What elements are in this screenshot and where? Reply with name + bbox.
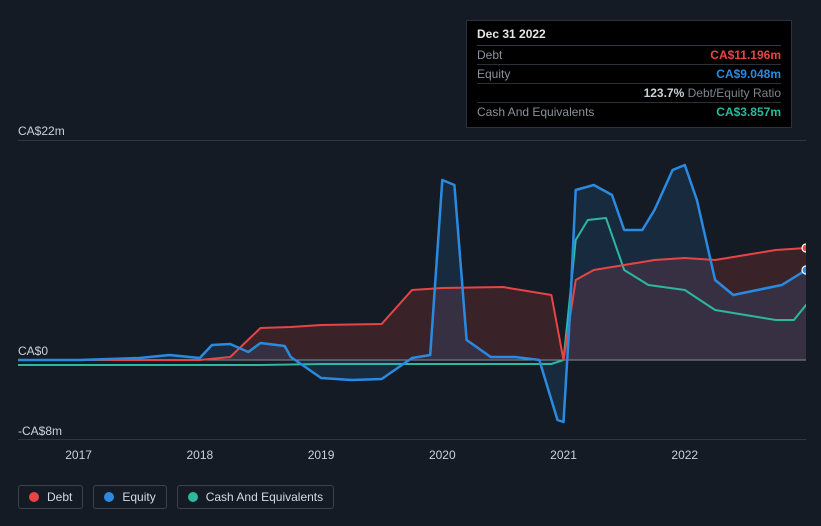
chart-legend: Debt Equity Cash And Equivalents <box>18 485 334 509</box>
tooltip-row-label: Cash And Equivalents <box>477 105 594 119</box>
legend-item-debt[interactable]: Debt <box>18 485 83 509</box>
tooltip-row-value: CA$3.857m <box>716 105 781 119</box>
tooltip-row: Debt CA$11.196m <box>477 46 781 65</box>
legend-swatch <box>104 492 114 502</box>
tooltip-row-value: CA$9.048m <box>716 67 781 81</box>
legend-label: Cash And Equivalents <box>206 490 323 504</box>
tooltip-row: 123.7% Debt/Equity Ratio <box>477 84 781 103</box>
x-tick-label: 2022 <box>671 448 698 462</box>
x-tick-label: 2021 <box>550 448 577 462</box>
tooltip-title: Dec 31 2022 <box>477 27 781 46</box>
x-tick-label: 2018 <box>186 448 213 462</box>
y-tick-label: CA$22m <box>18 124 65 138</box>
x-tick-label: 2020 <box>429 448 456 462</box>
legend-item-equity[interactable]: Equity <box>93 485 166 509</box>
tooltip-row-label: Debt <box>477 48 502 62</box>
tooltip-row-label: Equity <box>477 67 510 81</box>
legend-swatch <box>29 492 39 502</box>
chart-tooltip: Dec 31 2022 Debt CA$11.196m Equity CA$9.048… <box>466 20 792 128</box>
chart-plot[interactable] <box>18 140 806 440</box>
legend-item-cash-and-equivalents[interactable]: Cash And Equivalents <box>177 485 334 509</box>
legend-label: Debt <box>47 490 72 504</box>
x-tick-label: 2019 <box>308 448 335 462</box>
x-tick-label: 2017 <box>65 448 92 462</box>
legend-label: Equity <box>122 490 155 504</box>
tooltip-row-value: 123.7% Debt/Equity Ratio <box>644 86 781 100</box>
legend-swatch <box>188 492 198 502</box>
financials-chart: CA$22m CA$0 -CA$8m 201720182019202020212… <box>0 0 821 526</box>
tooltip-row-value: CA$11.196m <box>710 48 781 62</box>
tooltip-row: Equity CA$9.048m <box>477 65 781 84</box>
tooltip-row: Cash And Equivalents CA$3.857m <box>477 103 781 121</box>
